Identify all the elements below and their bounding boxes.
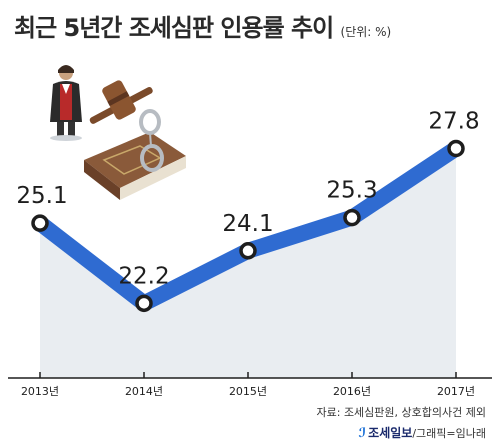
judge-gavel-illustration	[50, 65, 186, 200]
judge-icon	[50, 65, 82, 141]
x-tick-label-2017년: 2017년	[437, 385, 475, 398]
data-point-2017년	[447, 139, 465, 158]
x-tick-label-2013년: 2013년	[21, 385, 59, 398]
chart-title: 최근 5년간 조세심판 인용률 추이 (단위: %)	[14, 8, 391, 43]
chart-title-text: 최근 5년간 조세심판 인용률 추이	[14, 14, 334, 42]
x-tick-label-2016년: 2016년	[333, 385, 371, 398]
data-label-2014년: 22.2	[118, 263, 169, 289]
x-tick-label-2015년: 2015년	[229, 385, 267, 398]
data-point-2014년	[135, 294, 153, 313]
data-labels: 25.1 22.2 24.1 25.3 27.8	[16, 108, 479, 289]
data-label-2016년: 25.3	[326, 178, 377, 204]
data-label-2017년: 27.8	[428, 108, 479, 134]
x-tick-labels: 2013년 2014년 2015년 2016년 2017년	[21, 385, 475, 398]
law-book-icon	[84, 132, 186, 200]
data-point-2016년	[343, 208, 361, 227]
brand-name: 조세일보	[368, 426, 413, 440]
data-label-2015년: 24.1	[222, 211, 273, 237]
credit-line: ℐ 조세일보/그래픽=임나래	[358, 424, 486, 441]
gavel-icon	[89, 80, 153, 124]
data-point-2013년	[31, 214, 49, 232]
data-point-2015년	[239, 242, 257, 260]
unit-label: (단위: %)	[340, 25, 392, 39]
brand-logo-icon: ℐ	[358, 426, 367, 441]
data-label-2013년: 25.1	[16, 183, 67, 209]
area-fill	[40, 148, 456, 378]
x-tick-label-2014년: 2014년	[125, 385, 163, 398]
data-points	[31, 139, 465, 313]
source-note: 자료: 조세심판원, 상호합의사건 제외	[316, 406, 487, 419]
handcuffs-icon	[139, 109, 164, 172]
x-axis-ticks	[39, 372, 457, 378]
graphic-credit: /그래픽=임나래	[412, 427, 486, 440]
